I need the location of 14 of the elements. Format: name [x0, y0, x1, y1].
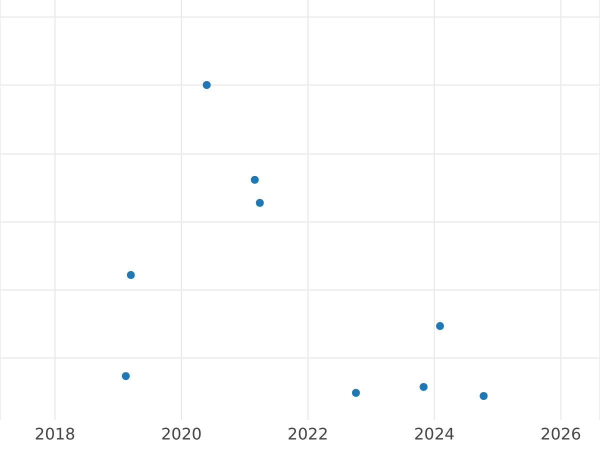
x-tick-label: 2020 — [161, 424, 202, 444]
point — [250, 176, 259, 184]
x-tick-label: 2018 — [34, 424, 76, 444]
point — [420, 382, 428, 391]
x-tick-label: 2022 — [288, 424, 328, 444]
point — [256, 198, 264, 207]
point — [480, 392, 488, 400]
point — [122, 372, 130, 380]
point — [436, 322, 444, 330]
x-tick-label: 2026 — [540, 424, 582, 444]
x-tick-label: 2024 — [414, 424, 455, 444]
point — [352, 388, 360, 397]
point — [202, 81, 211, 89]
point — [126, 271, 135, 280]
